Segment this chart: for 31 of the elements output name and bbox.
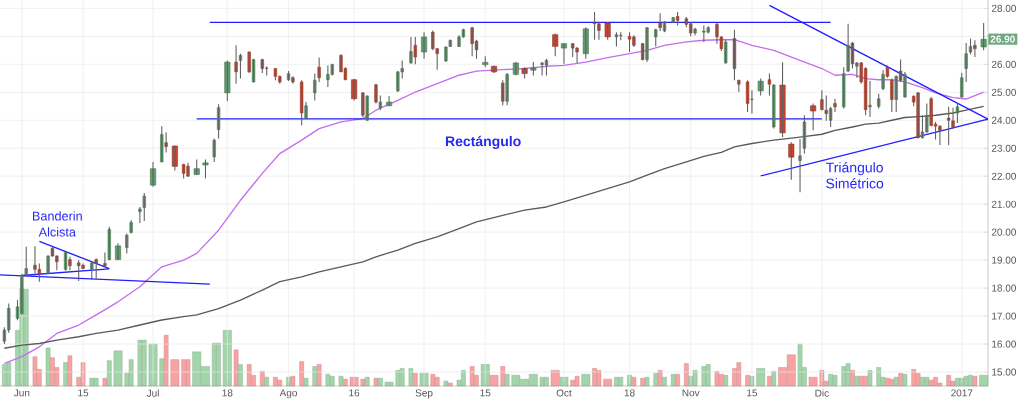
x-tick-label: 15: [480, 389, 491, 397]
x-tick-label: Sep: [415, 389, 433, 399]
y-tick-label: 21.00: [991, 200, 1017, 208]
x-tick-label: Nov: [682, 389, 700, 397]
y-tick-label: 19.00: [992, 256, 1017, 264]
y-tick-label: 23.00: [991, 144, 1017, 152]
y-tick-label: 15.00: [992, 368, 1017, 376]
x-tick-label: 15: [747, 389, 758, 397]
y-tick-label: 16.00: [992, 340, 1017, 348]
y-tick-label: 26.00: [991, 60, 1017, 68]
y-tick-label: 22.00: [991, 172, 1017, 180]
y-tick-label: 25.00: [991, 88, 1017, 96]
annotation: Banderin Alcista: [33, 211, 82, 237]
x-tick-label: 2017: [951, 389, 973, 397]
x-tick-label: 18: [222, 389, 233, 397]
y-tick-label: 18.00: [992, 284, 1017, 292]
x-tick-label: Ago: [279, 389, 298, 399]
y-tick-label: 24.00: [991, 116, 1017, 124]
y-tick-label: 28.00: [991, 4, 1017, 12]
x-tick-label: Jun: [13, 389, 30, 397]
y-tick-label: 17.00: [992, 312, 1017, 320]
x-tick-label: 18: [624, 389, 635, 397]
annotation: Triángulo Simétrico: [826, 162, 884, 189]
y-tick-label: 20.00: [991, 228, 1017, 236]
annotation: Rectángulo: [445, 135, 521, 150]
annotation: 26.90: [990, 35, 1015, 43]
x-tick-label: Jul: [146, 389, 159, 397]
x-tick-label: 16: [349, 389, 360, 397]
x-tick-label: Dic: [815, 389, 829, 397]
x-tick-label: Oct: [556, 389, 572, 397]
x-tick-label: 15: [78, 389, 89, 397]
